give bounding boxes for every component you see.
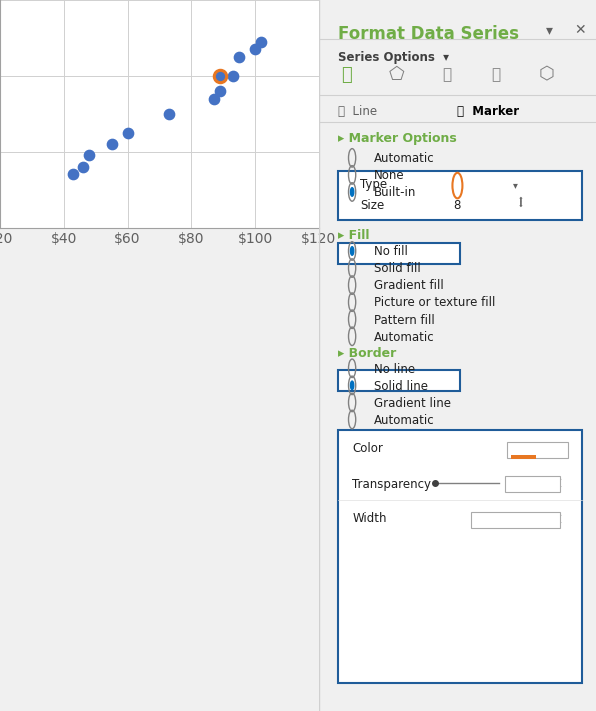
FancyBboxPatch shape: [471, 512, 560, 528]
FancyBboxPatch shape: [505, 476, 560, 492]
Point: [215, 70, 225, 82]
Text: No line: No line: [374, 363, 415, 375]
Text: Transparency: Transparency: [352, 478, 431, 491]
Text: ▾: ▾: [513, 180, 518, 190]
Point: [78, 161, 88, 173]
Text: ▸ Fill: ▸ Fill: [339, 229, 370, 242]
FancyBboxPatch shape: [339, 370, 460, 391]
Circle shape: [350, 381, 354, 390]
Point: [215, 85, 225, 97]
Text: Picture or texture fill: Picture or texture fill: [374, 296, 496, 309]
FancyBboxPatch shape: [435, 198, 524, 214]
Text: Size: Size: [361, 199, 384, 212]
Text: No fill: No fill: [374, 245, 408, 258]
Text: Automatic: Automatic: [374, 331, 435, 343]
Point: [123, 127, 132, 139]
Point: [234, 51, 244, 63]
Text: 📊: 📊: [442, 67, 451, 82]
FancyBboxPatch shape: [339, 171, 582, 220]
FancyBboxPatch shape: [507, 442, 569, 458]
Point: [250, 43, 260, 55]
Text: Series Options  ▾: Series Options ▾: [339, 51, 449, 64]
Text: Solid line: Solid line: [374, 380, 429, 392]
Text: ⬆
⬇: ⬆ ⬇: [519, 197, 524, 208]
Text: Gradient fill: Gradient fill: [374, 279, 444, 292]
Text: ▸ Border: ▸ Border: [339, 347, 396, 360]
FancyBboxPatch shape: [511, 455, 536, 459]
Text: 🖼: 🖼: [492, 67, 501, 82]
Point: [69, 169, 78, 180]
Text: Automatic: Automatic: [374, 152, 435, 165]
Text: 8: 8: [454, 199, 461, 212]
Text: Format Data Series: Format Data Series: [339, 25, 519, 43]
Text: ▸ Marker Options: ▸ Marker Options: [339, 132, 457, 144]
Text: Pattern fill: Pattern fill: [374, 314, 435, 326]
Text: ▾: ▾: [557, 444, 562, 454]
Text: 0%: 0%: [515, 479, 533, 488]
Point: [164, 108, 174, 119]
Text: 🖌: 🖌: [516, 444, 522, 454]
Text: 〜  Marker: 〜 Marker: [458, 105, 520, 118]
Point: [85, 150, 94, 161]
Point: [107, 139, 116, 150]
Text: ▾: ▾: [546, 23, 553, 37]
Point: [257, 36, 266, 48]
Text: ⬆
⬇: ⬆ ⬇: [557, 513, 563, 525]
Text: ⬡: ⬡: [538, 65, 554, 84]
Text: ✕: ✕: [574, 23, 585, 37]
Text: ⬆
⬇: ⬆ ⬇: [557, 478, 563, 489]
Text: 1.25 pt: 1.25 pt: [485, 514, 524, 524]
Text: 🎨: 🎨: [341, 65, 352, 84]
Text: Width: Width: [352, 512, 387, 525]
Text: Built-in: Built-in: [374, 186, 417, 199]
Circle shape: [350, 188, 354, 196]
Text: Color: Color: [352, 442, 383, 455]
FancyBboxPatch shape: [339, 243, 460, 264]
Text: Automatic: Automatic: [374, 414, 435, 427]
FancyBboxPatch shape: [435, 178, 524, 193]
Text: Solid fill: Solid fill: [374, 262, 421, 275]
Point: [228, 70, 238, 82]
Text: None: None: [374, 169, 405, 182]
Text: ⬠: ⬠: [389, 65, 404, 84]
FancyBboxPatch shape: [339, 430, 582, 683]
Text: Gradient line: Gradient line: [374, 397, 451, 410]
Text: 〜  Line: 〜 Line: [339, 105, 377, 118]
Text: Type: Type: [361, 178, 387, 191]
Point: [209, 93, 218, 105]
Circle shape: [350, 247, 354, 255]
